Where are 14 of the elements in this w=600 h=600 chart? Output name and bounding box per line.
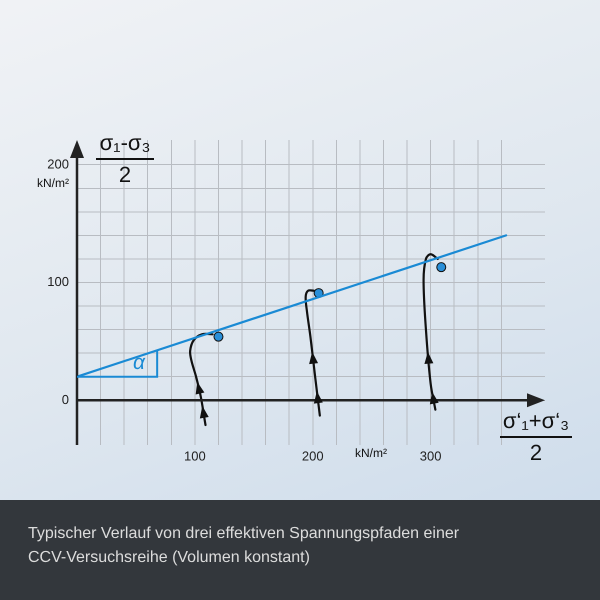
x-tick-label: 100 xyxy=(184,448,206,464)
y-tick-label: 100 xyxy=(47,274,69,290)
annotation: 2 xyxy=(118,162,132,188)
text: kN/m² xyxy=(355,446,387,460)
x-axis-title: σ‘₁+σ‘₃ xyxy=(502,408,570,434)
text: Typischer Verlauf von drei effektiven Spannungspfaden einer CCV-Versuchsreihe (Volumen konstant) xyxy=(28,524,460,568)
y-axis-title: σ₁-σ₃ xyxy=(98,130,152,156)
y-tick-label: 200 xyxy=(47,156,69,172)
x-tick-label: 300 xyxy=(420,448,442,464)
annotation: α xyxy=(132,350,146,375)
annotation: 2 xyxy=(528,440,544,466)
x-tick-label: 200 xyxy=(302,448,324,464)
y-tick-label: 0 xyxy=(62,392,69,407)
text: kN/m² xyxy=(36,176,69,190)
